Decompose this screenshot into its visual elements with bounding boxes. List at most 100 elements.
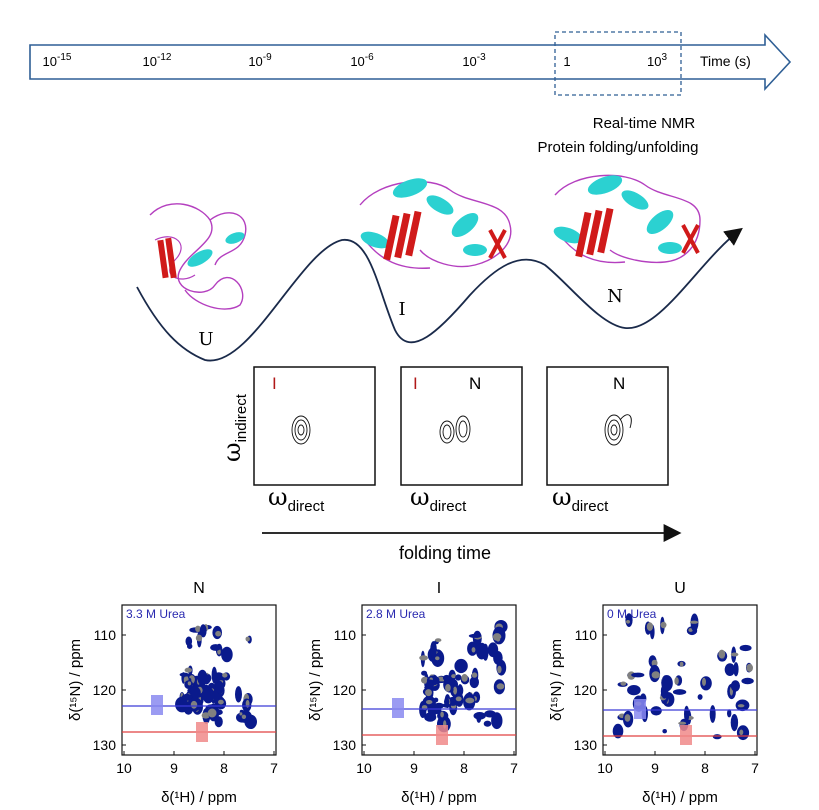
hsqc-peak	[697, 694, 703, 700]
x-tick-label: 9	[651, 760, 659, 776]
reference-peak	[746, 663, 753, 673]
timeline-axis-label: Time (s)	[700, 53, 751, 69]
reference-peak	[626, 620, 630, 624]
timeline-tick-0: 10-15	[43, 52, 72, 69]
reference-peak	[453, 686, 458, 695]
hsqc-peak	[487, 642, 499, 658]
hsqc-peak	[215, 680, 224, 695]
reference-peak	[660, 621, 667, 629]
schematic-panel-1	[253, 366, 376, 486]
hsqc-peak	[730, 714, 739, 732]
panel3-native-label: N	[613, 374, 625, 393]
schematic-spectra: ωindirect I I N N ωdirect ωdirect ωdirec…	[218, 366, 669, 515]
reference-peak	[207, 708, 217, 718]
x-tick-label: 7	[751, 760, 759, 776]
native-protein-structure	[553, 174, 701, 264]
reference-peak	[184, 667, 192, 673]
panel2-native-label: N	[469, 374, 481, 393]
hsqc-peak	[739, 644, 752, 652]
reference-peak	[674, 677, 679, 685]
hsqc-ylabel: δ(¹⁵N) / ppm	[548, 639, 565, 721]
reference-peak	[497, 665, 502, 674]
reference-peak	[620, 681, 627, 686]
annotation-line1: Real-time NMR	[593, 115, 696, 132]
reference-peak	[624, 714, 631, 722]
reference-peak	[689, 620, 699, 624]
reference-peak	[425, 689, 432, 697]
hsqc-peak	[181, 693, 193, 701]
hsqc-peaks	[419, 620, 508, 733]
hsqc-peak	[455, 674, 462, 681]
red-highlight-box	[196, 722, 208, 742]
reference-peak	[718, 649, 726, 659]
hsqc-peak	[433, 697, 439, 703]
reference-peak	[465, 697, 475, 704]
reference-peak	[739, 729, 744, 736]
hsqc-peak	[730, 680, 741, 692]
hsqc-peak	[672, 689, 687, 695]
hsqc-frame	[361, 604, 517, 756]
hsqc-title: U	[674, 580, 686, 597]
reference-peak	[471, 647, 476, 653]
reference-peak	[245, 636, 250, 642]
reference-peak	[455, 696, 462, 702]
reference-peak	[215, 630, 222, 637]
hsqc-xlabel: δ(¹H) / ppm	[161, 789, 237, 806]
reference-peak	[678, 721, 687, 725]
urea-condition-label: 0 M Urea	[607, 607, 657, 621]
panel3-peak	[604, 414, 632, 446]
hsqc-peaks	[175, 624, 257, 729]
timeline-tick-1: 10-12	[143, 52, 172, 69]
hsqc-peak	[454, 658, 468, 674]
folding-time-arrow: folding time	[262, 524, 682, 563]
hsqc-panel-N: N 3.3 M Urea 10 9 8 7 110 120 130 δ(¹H) / ppm δ(¹⁵…	[67, 580, 278, 806]
reference-peak	[737, 704, 745, 708]
hsqc-spectra: N 3.3 M Urea 10 9 8 7 110 120 130 δ(¹H) / ppm δ(¹⁵…	[67, 580, 759, 806]
hsqc-panel-I: I 2.8 M Urea 10 9 8 7 110 120 130 δ(¹H) / ppm δ(¹⁵…	[307, 580, 518, 806]
omega-direct-label-2: ωdirect	[410, 483, 467, 515]
hsqc-title: N	[193, 580, 205, 597]
schematic-panel-3	[546, 366, 669, 486]
timeline-tick-3: 10-6	[350, 52, 374, 69]
intermediate-protein-structure	[359, 178, 512, 269]
reference-peak	[218, 699, 224, 705]
reference-peak	[241, 714, 247, 719]
urea-condition-label: 3.3 M Urea	[126, 607, 186, 621]
hsqc-peak	[426, 679, 435, 688]
timeline-arrow	[29, 32, 792, 92]
reference-peak	[496, 683, 505, 690]
reference-peak	[730, 652, 739, 657]
reference-peak	[445, 684, 451, 692]
reference-peak	[451, 674, 456, 679]
hsqc-peak	[179, 672, 189, 677]
timeline: 10-15 10-12 10-9 10-6 10-3 1 103 Time (s)	[29, 31, 792, 96]
reference-peak	[187, 681, 192, 686]
panel1-peak	[291, 415, 311, 445]
hsqc-peak	[612, 723, 624, 739]
hsqc-peak	[631, 672, 645, 678]
hsqc-peak	[468, 633, 482, 638]
hsqc-title: I	[437, 580, 441, 597]
reference-peak	[461, 674, 468, 682]
hsqc-peaks	[612, 613, 754, 741]
state-label-I: I	[398, 299, 405, 320]
reference-peak	[195, 625, 201, 632]
reference-peak	[435, 638, 442, 642]
reference-peak	[651, 671, 660, 679]
hsqc-peak	[684, 705, 690, 723]
schematic-panel-2	[400, 366, 523, 486]
y-tick-label: 120	[93, 682, 117, 698]
reference-peak	[651, 659, 658, 667]
hsqc-peak	[662, 729, 667, 734]
realtime-window-box	[554, 31, 682, 96]
x-tick-label: 10	[116, 760, 132, 776]
hsqc-peak	[482, 643, 489, 661]
hsqc-peak	[476, 712, 482, 723]
y-tick-label: 130	[333, 737, 357, 753]
unfolded-protein-structure	[149, 203, 247, 310]
panel1-intermediate-label: I	[272, 374, 277, 393]
y-tick-label: 110	[575, 627, 598, 643]
hsqc-panel-U: U 0 M Urea 10 9 8 7 110 120 130 δ(¹H) / ppm δ(¹⁵N)…	[548, 580, 759, 806]
timeline-tick-5: 1	[563, 54, 570, 69]
hsqc-peak	[712, 734, 722, 740]
